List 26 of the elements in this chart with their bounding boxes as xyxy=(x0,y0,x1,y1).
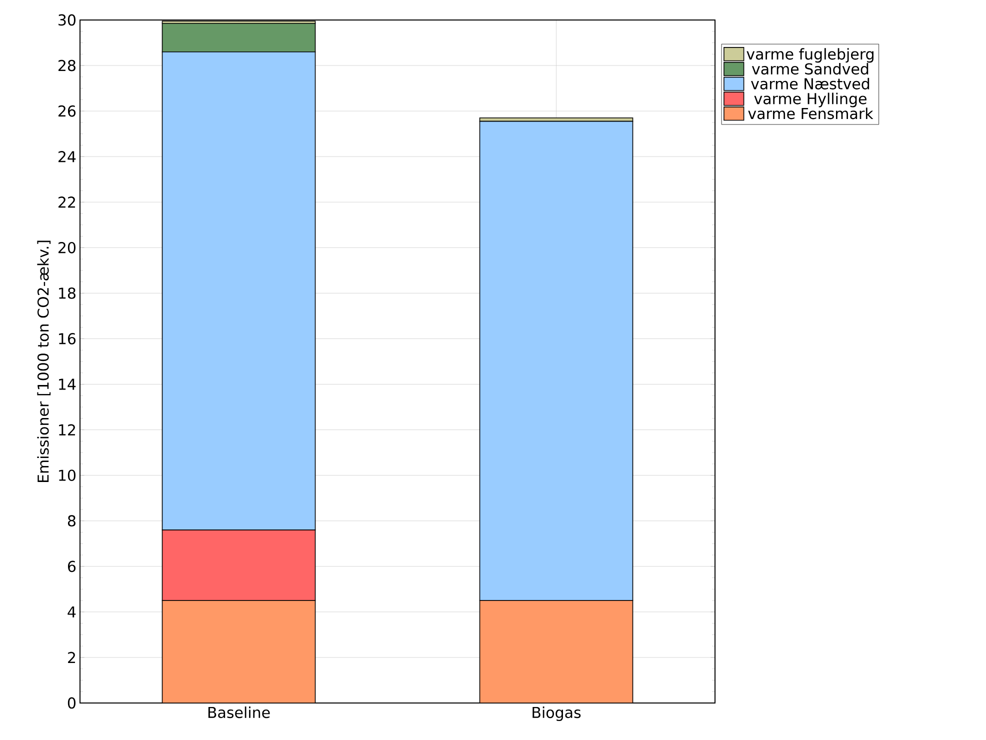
y-tick-label: 20 xyxy=(58,242,76,254)
x-tick-label: Biogas xyxy=(532,706,581,722)
y-tick-label: 22 xyxy=(58,196,75,208)
y-tick-label: 4 xyxy=(68,606,76,618)
y-tick-label: 0 xyxy=(68,697,76,709)
y-tick-label: 26 xyxy=(58,105,76,117)
x-tick-label: Baseline xyxy=(208,706,270,718)
legend-label: varme Sandved xyxy=(752,62,868,75)
legend-label: varme fuglebjerg xyxy=(746,48,874,63)
bar xyxy=(479,600,634,703)
legend-label: varme Næstved xyxy=(751,78,870,90)
y-tick-label: 16 xyxy=(59,333,76,344)
y-tick-label: 8 xyxy=(68,515,76,527)
y-tick-label: 10 xyxy=(59,470,76,481)
y-tick-label: 24 xyxy=(58,151,76,162)
y-tick-label: 30 xyxy=(58,14,76,26)
legend-label: varme Hyllinge xyxy=(754,92,866,108)
y-tick-label: 28 xyxy=(58,60,76,72)
legend-label: varme Fensmark xyxy=(748,108,874,120)
y-tick-label: 6 xyxy=(68,560,76,572)
y-tick-label: 12 xyxy=(59,424,75,436)
y-tick-label: 2 xyxy=(68,652,75,664)
y-tick-label: 18 xyxy=(59,288,76,299)
bar xyxy=(162,600,316,703)
y-axis-title: Emissioner [1000 ton CO2-ækv.] xyxy=(37,240,51,482)
y-tick-label: 14 xyxy=(59,378,76,390)
